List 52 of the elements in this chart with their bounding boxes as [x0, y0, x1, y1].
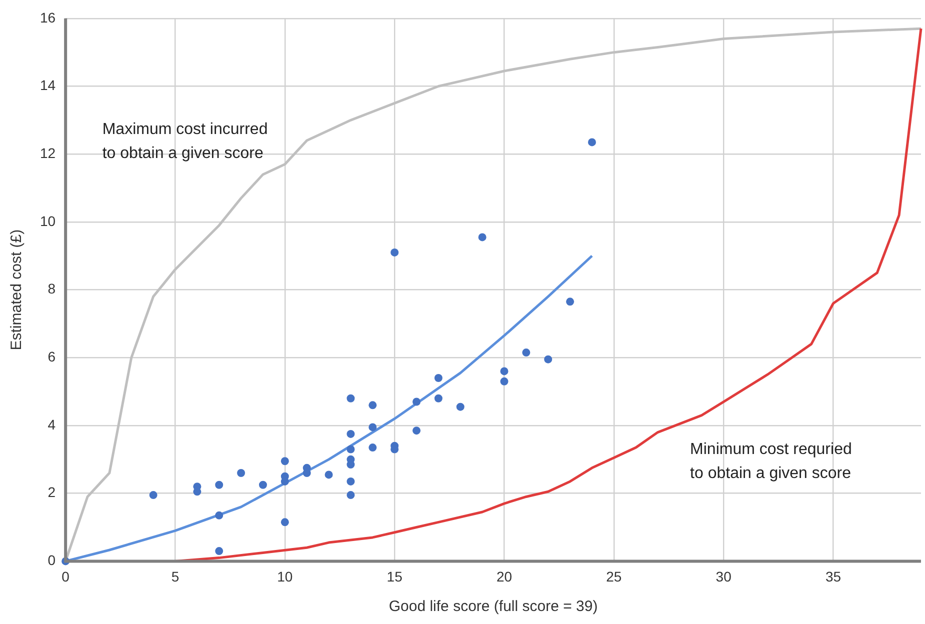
x-tick-label: 20 — [496, 568, 512, 584]
point — [215, 547, 224, 556]
annotation: Maximum cost incurred to obtain a given score — [102, 120, 268, 162]
y-tick-label: 0 — [48, 552, 56, 568]
point — [346, 477, 355, 486]
point — [280, 457, 289, 466]
point — [346, 394, 355, 402]
point — [434, 394, 442, 402]
y-tick-label: 4 — [48, 416, 56, 432]
point — [412, 426, 421, 435]
y-tick-label: 16 — [40, 9, 56, 26]
point — [368, 423, 377, 432]
point — [478, 233, 486, 242]
point — [149, 491, 158, 500]
y-tick-label: 10 — [40, 212, 56, 229]
y-tick-label: 2 — [48, 484, 56, 500]
x-tick-label: 0 — [62, 568, 70, 584]
x-tick-label: 35 — [825, 568, 842, 584]
point — [280, 518, 289, 526]
x-tick-label: 30 — [716, 568, 732, 584]
point — [500, 377, 508, 386]
x-tick-label: 5 — [171, 568, 180, 584]
point — [588, 138, 596, 146]
point — [346, 460, 355, 469]
point — [237, 468, 246, 477]
point — [346, 445, 355, 454]
point — [390, 248, 399, 256]
point — [522, 348, 530, 357]
x-tick-label: 10 — [277, 568, 293, 584]
y-tick-label: 6 — [48, 348, 56, 365]
y-tick-label: 12 — [40, 144, 56, 161]
point — [500, 367, 508, 376]
y-axis-title: Estimated cost (£) — [8, 229, 26, 350]
point — [324, 470, 333, 479]
point — [434, 374, 442, 382]
annotation: Minimum cost requried to obtain a given score — [690, 441, 852, 482]
point — [412, 398, 421, 406]
x-tick-label: 15 — [386, 568, 403, 584]
point — [258, 480, 267, 489]
point — [368, 401, 377, 410]
point — [566, 298, 574, 306]
point — [215, 480, 224, 489]
x-axis-title: Good life score (full score = 39) — [388, 598, 598, 616]
point — [456, 402, 464, 411]
y-tick-label: 8 — [48, 280, 56, 297]
y-tick-label: 14 — [40, 77, 56, 94]
point — [544, 355, 552, 364]
point — [215, 511, 224, 520]
point — [346, 491, 355, 500]
point — [368, 444, 377, 452]
x-tick-label: 25 — [606, 568, 622, 584]
point — [346, 430, 355, 438]
